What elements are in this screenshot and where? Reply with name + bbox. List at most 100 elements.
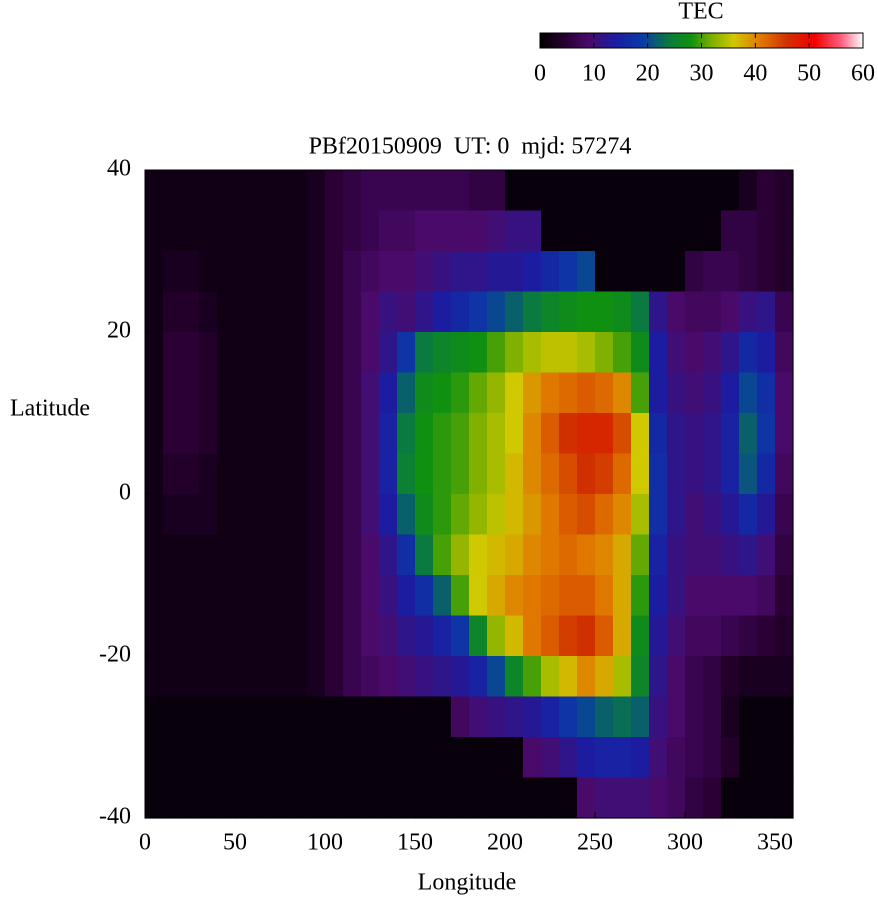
- heatmap-cell: [289, 413, 308, 455]
- heatmap-cell: [775, 372, 794, 414]
- heatmap-cell: [433, 534, 452, 576]
- heatmap-cell: [199, 777, 218, 819]
- heatmap-cell: [289, 494, 308, 536]
- heatmap-cell: [613, 251, 632, 293]
- heatmap-cell: [775, 656, 794, 698]
- heatmap-cell: [577, 656, 596, 698]
- heatmap-cell: [559, 615, 578, 657]
- heatmap-cell: [523, 453, 542, 495]
- heatmap-cell: [289, 170, 308, 212]
- heatmap-cell: [775, 777, 794, 819]
- heatmap-cell: [541, 494, 560, 536]
- heatmap-cell: [181, 413, 200, 455]
- heatmap-cell: [379, 170, 398, 212]
- heatmap-cell: [577, 251, 596, 293]
- heatmap-cell: [667, 453, 686, 495]
- heatmap-cell: [379, 696, 398, 738]
- heatmap-cell: [379, 737, 398, 779]
- heatmap-cell: [541, 291, 560, 333]
- heatmap-cell: [433, 251, 452, 293]
- heatmap-cell: [379, 210, 398, 252]
- heatmap-cell: [721, 210, 740, 252]
- heatmap-cell: [253, 656, 272, 698]
- heatmap-cell: [271, 453, 290, 495]
- heatmap-cell: [649, 696, 668, 738]
- heatmap-cell: [433, 332, 452, 374]
- heatmap-cell: [415, 494, 434, 536]
- heatmap-cell: [271, 332, 290, 374]
- heatmap-cell: [649, 575, 668, 617]
- heatmap-cell: [271, 210, 290, 252]
- heatmap-cell: [361, 170, 380, 212]
- heatmap-cell: [325, 251, 344, 293]
- heatmap-cell: [739, 372, 758, 414]
- heatmap-cell: [289, 656, 308, 698]
- heatmap-cell: [433, 372, 452, 414]
- heatmap-cell: [433, 656, 452, 698]
- heatmap-cell: [559, 453, 578, 495]
- heatmap-cell: [289, 332, 308, 374]
- heatmap-cell: [181, 494, 200, 536]
- heatmap-cell: [451, 494, 470, 536]
- heatmap-cell: [307, 534, 326, 576]
- heatmap-cell: [289, 251, 308, 293]
- heatmap-cell: [631, 413, 650, 455]
- heatmap-cell: [145, 332, 164, 374]
- heatmap-cell: [235, 170, 254, 212]
- heatmap-cell: [181, 372, 200, 414]
- heatmap-cell: [523, 210, 542, 252]
- heatmap-cell: [163, 413, 182, 455]
- heatmap-cell: [469, 534, 488, 576]
- heatmap-cell: [181, 615, 200, 657]
- heatmap-cell: [361, 575, 380, 617]
- heatmap-cell: [595, 615, 614, 657]
- heatmap-cell: [433, 170, 452, 212]
- heatmap-cell: [631, 170, 650, 212]
- heatmap-cell: [415, 251, 434, 293]
- heatmap-cell: [577, 696, 596, 738]
- heatmap-cell: [505, 534, 524, 576]
- heatmap-cell: [361, 534, 380, 576]
- heatmap-cell: [505, 494, 524, 536]
- heatmap-cell: [379, 575, 398, 617]
- heatmap-cell: [163, 656, 182, 698]
- heatmap-cell: [523, 332, 542, 374]
- heatmap-cell: [361, 210, 380, 252]
- heatmap-cell: [217, 251, 236, 293]
- heatmap-cell: [757, 777, 776, 819]
- heatmap-cell: [145, 372, 164, 414]
- heatmap-cell: [721, 372, 740, 414]
- heatmap-cell: [289, 615, 308, 657]
- heatmap-cell: [235, 453, 254, 495]
- heatmap-cell: [253, 494, 272, 536]
- heatmap-cell: [739, 575, 758, 617]
- heatmap-cell: [757, 251, 776, 293]
- heatmap-cell: [685, 777, 704, 819]
- heatmap-cell: [343, 777, 362, 819]
- heatmap-cell: [649, 494, 668, 536]
- heatmap-cell: [595, 575, 614, 617]
- heatmap-cell: [523, 696, 542, 738]
- heatmap-cell: [595, 291, 614, 333]
- heatmap-cell: [613, 737, 632, 779]
- heatmap-cell: [415, 777, 434, 819]
- heatmap-cell: [541, 413, 560, 455]
- heatmap-cell: [235, 737, 254, 779]
- colorbar-tick-label: 50: [797, 61, 821, 87]
- x-tick-label: 0: [139, 830, 151, 856]
- heatmap-cell: [271, 615, 290, 657]
- heatmap-cell: [145, 615, 164, 657]
- y-tick-label: -40: [99, 804, 131, 830]
- heatmap-cell: [775, 737, 794, 779]
- heatmap-cell: [235, 656, 254, 698]
- heatmap-cell: [361, 494, 380, 536]
- heatmap-cell: [685, 534, 704, 576]
- heatmap-cell: [559, 291, 578, 333]
- heatmap-cell: [541, 210, 560, 252]
- heatmap-cell: [199, 332, 218, 374]
- heatmap-cell: [199, 656, 218, 698]
- heatmap-cell: [721, 615, 740, 657]
- heatmap-cell: [703, 210, 722, 252]
- heatmap-cell: [685, 453, 704, 495]
- heatmap-cell: [577, 777, 596, 819]
